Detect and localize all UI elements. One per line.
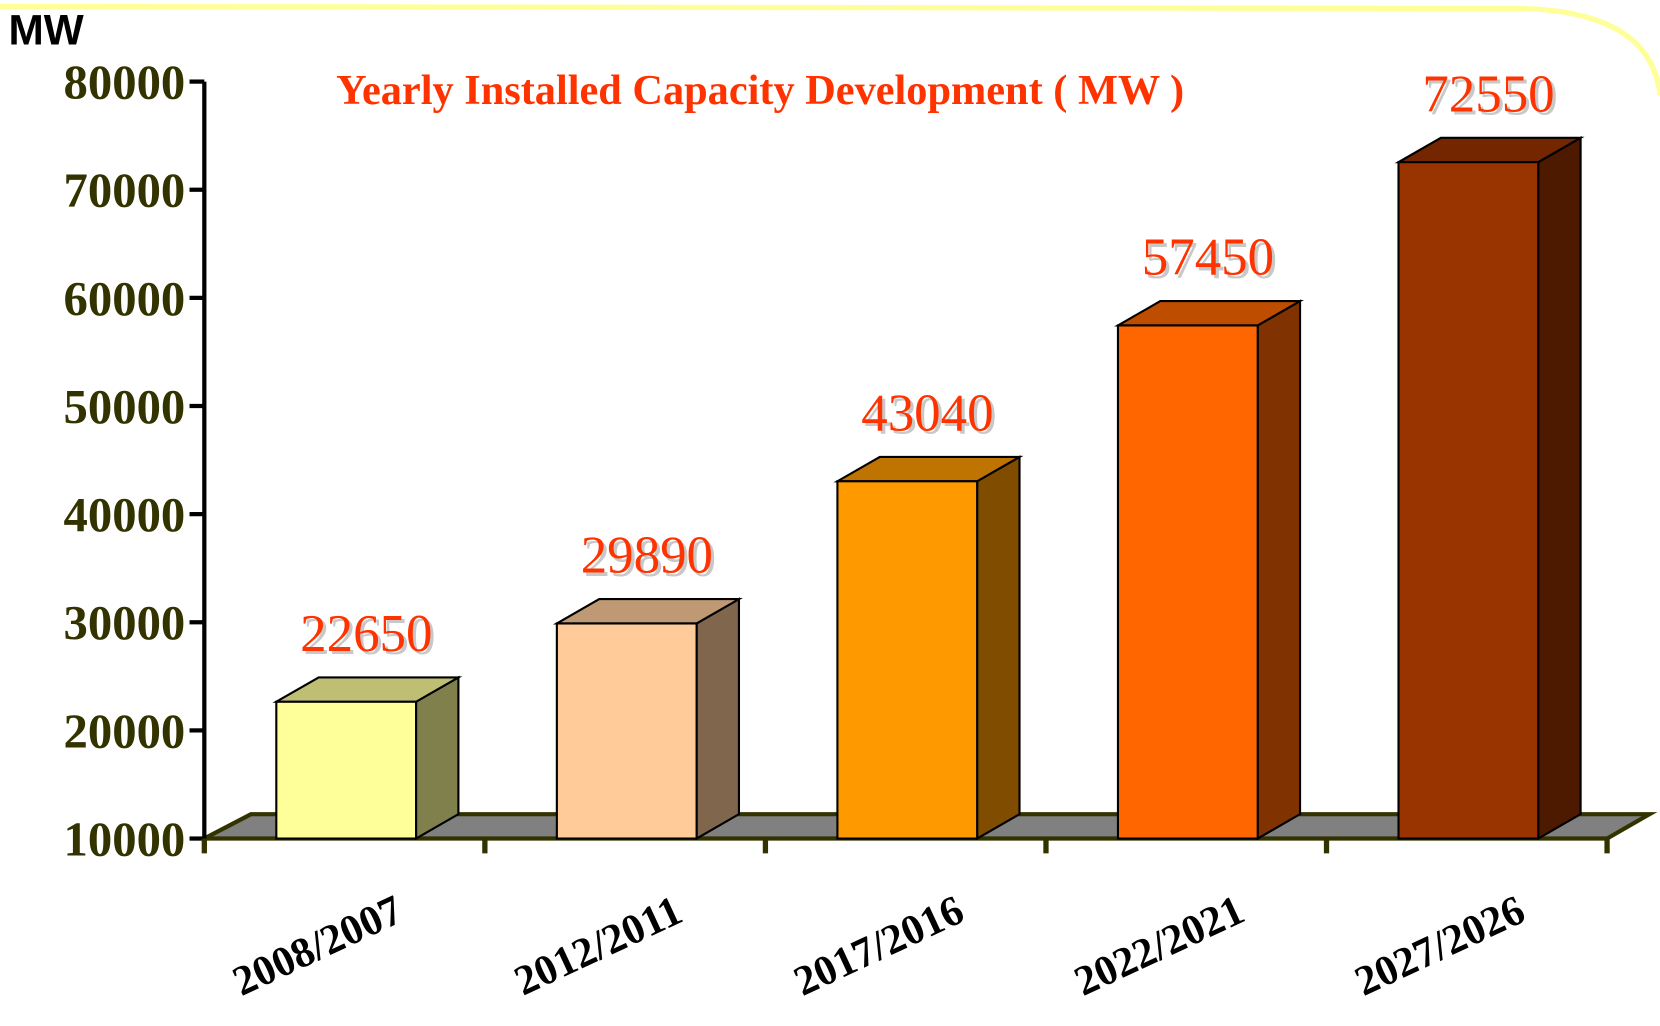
y-tick-label: 30000 [64,596,186,650]
bar [1397,161,1540,840]
y-tick-label: 20000 [64,704,186,758]
y-axis-label: MW [8,7,83,54]
bar-side [415,675,460,841]
value-label: 22650 [300,605,432,663]
x-tick-label: 2017/2016 [787,886,971,1005]
value-label-shadow: 29890 [584,530,716,588]
value-label: 57450 [1142,229,1274,287]
value-label: 43040 [861,384,993,442]
y-tick-label: 10000 [64,812,186,866]
x-tick-label: 2027/2026 [1348,886,1532,1005]
bar [836,480,979,840]
value-label-shadow: 57450 [1145,232,1277,290]
x-tick-label: 2022/2021 [1067,886,1251,1005]
bar-side [1256,299,1302,841]
y-tick-label: 60000 [64,272,186,326]
x-tick-label: 2008/2007 [226,886,410,1005]
value-label-shadow: 43040 [864,388,996,446]
bar-side [695,597,741,841]
y-tick-label: 80000 [64,56,186,110]
bar-side [1537,135,1582,841]
value-label: 72550 [1422,65,1554,123]
value-label-shadow: 22650 [303,608,435,666]
y-tick-label: 50000 [64,380,186,434]
chart-title: Yearly Installed Capacity Development ( … [336,67,1184,114]
value-label: 29890 [581,527,713,585]
value-label-shadow: 72550 [1426,69,1558,127]
y-tick-label: 40000 [64,488,186,542]
x-tick-label: 2012/2011 [507,887,689,1005]
bar-side [976,455,1021,841]
bar [275,700,418,840]
frame-border [0,3,1660,96]
bar [555,622,698,840]
y-tick-label: 70000 [64,164,186,218]
bar [1116,324,1259,840]
